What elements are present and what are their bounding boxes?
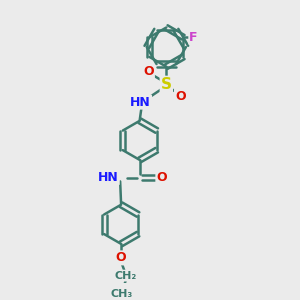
Text: HN: HN xyxy=(98,171,119,184)
Text: F: F xyxy=(189,31,198,44)
Text: O: O xyxy=(116,251,126,264)
Text: S: S xyxy=(161,77,172,92)
Text: O: O xyxy=(175,90,186,103)
Text: O: O xyxy=(156,171,167,184)
Text: HN: HN xyxy=(130,96,151,109)
Text: O: O xyxy=(143,65,154,78)
Text: CH₂: CH₂ xyxy=(115,271,137,281)
Text: CH₃: CH₃ xyxy=(111,289,133,299)
